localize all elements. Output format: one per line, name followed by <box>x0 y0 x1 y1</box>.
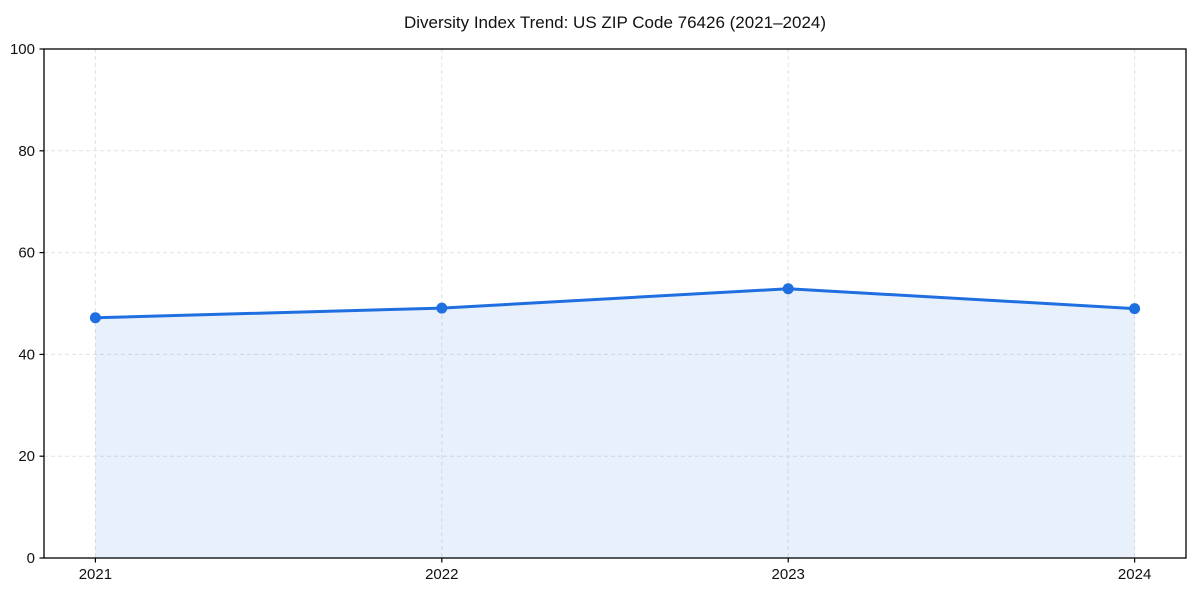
data-point-2024 <box>1129 303 1141 315</box>
x-tick-label: 2023 <box>772 566 805 583</box>
data-point-2021 <box>89 312 101 324</box>
data-point-2023 <box>782 283 794 295</box>
y-tick-label: 20 <box>18 448 35 465</box>
y-tick-label: 40 <box>18 346 35 363</box>
chart-title: Diversity Index Trend: US ZIP Code 76426… <box>403 13 827 32</box>
x-tick-label: 2021 <box>79 566 112 583</box>
x-tick-label: 2024 <box>1118 566 1151 583</box>
area-fill <box>95 288 1135 558</box>
y-tick-label: 100 <box>10 41 35 58</box>
y-tick-label: 60 <box>18 245 35 262</box>
y-tick-label: 0 <box>27 550 35 567</box>
x-tick-label: 2022 <box>425 566 458 583</box>
plot-border <box>43 48 1187 559</box>
data-point-2022 <box>436 302 448 314</box>
y-tick-label: 80 <box>18 143 35 160</box>
trend-line <box>93 287 1137 320</box>
